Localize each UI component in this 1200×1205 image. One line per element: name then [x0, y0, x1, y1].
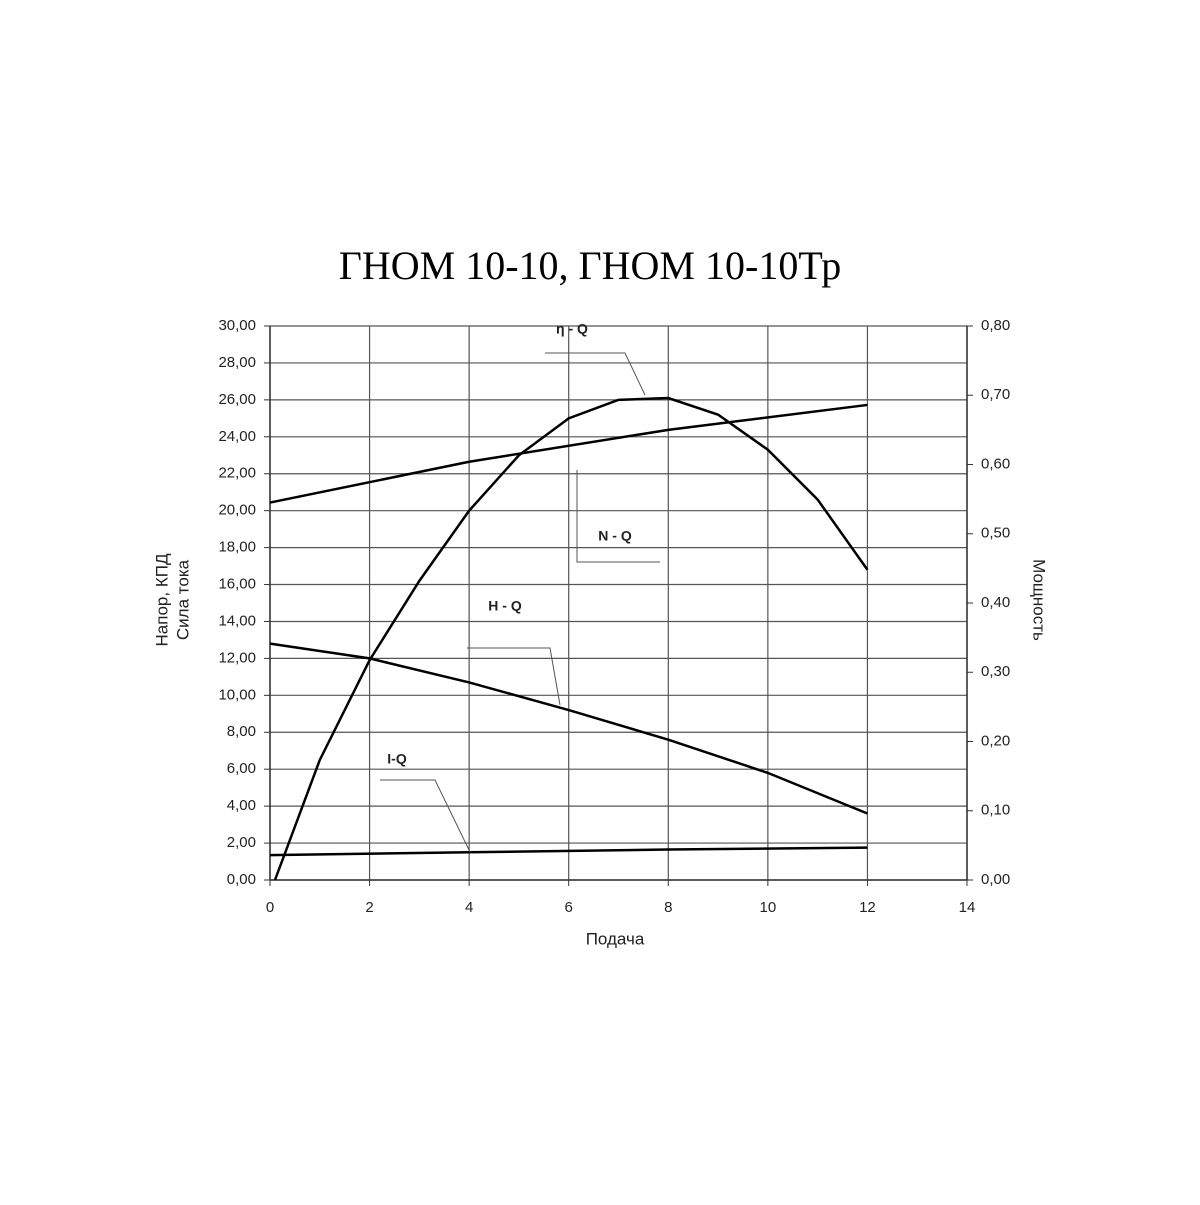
y2-axis-label: Мощность — [1030, 559, 1049, 641]
y2-tick-label: 0,70 — [981, 386, 1010, 403]
series-label: I-Q — [387, 751, 407, 767]
y-tick-label: 28,00 — [218, 354, 256, 371]
y-tick-label: 6,00 — [227, 760, 256, 777]
x-tick-label: 6 — [565, 899, 573, 916]
y-tick-label: 12,00 — [218, 649, 256, 666]
y-tick-label: 18,00 — [218, 539, 256, 556]
y-tick-label: 26,00 — [218, 391, 256, 408]
series-label: η - Q — [556, 321, 588, 337]
y2-tick-label: 0,80 — [981, 317, 1010, 334]
x-tick-label: 10 — [760, 899, 777, 916]
x-tick-label: 2 — [365, 899, 373, 916]
x-tick-label: 8 — [664, 899, 672, 916]
y-tick-label: 8,00 — [227, 723, 256, 740]
leader-line — [380, 779, 471, 853]
y2-tick-label: 0,50 — [981, 525, 1010, 542]
x-axis-label: Подача — [586, 929, 645, 948]
y-tick-label: 4,00 — [227, 797, 256, 814]
leader-line — [467, 647, 561, 706]
y2-tick-label: 0,60 — [981, 455, 1010, 472]
leader-line — [545, 352, 646, 396]
y-axis-label: Сила тока — [173, 559, 192, 640]
series-line — [269, 846, 868, 857]
x-tick-label: 14 — [959, 899, 976, 916]
y-tick-label: 20,00 — [218, 502, 256, 519]
y2-tick-label: 0,10 — [981, 802, 1010, 819]
y-tick-label: 0,00 — [227, 871, 256, 888]
series-line — [273, 396, 869, 881]
y-tick-label: 14,00 — [218, 612, 256, 629]
y-tick-label: 2,00 — [227, 834, 256, 851]
x-tick-label: 0 — [266, 899, 274, 916]
y2-tick-label: 0,40 — [981, 594, 1010, 611]
series-label: N - Q — [598, 528, 632, 544]
y2-tick-label: 0,20 — [981, 732, 1010, 749]
y-tick-label: 24,00 — [218, 428, 256, 445]
series-line — [269, 642, 868, 815]
x-tick-label: 12 — [859, 899, 876, 916]
y2-tick-label: 0,30 — [981, 663, 1010, 680]
y-tick-label: 30,00 — [218, 317, 256, 334]
y-tick-label: 10,00 — [218, 686, 256, 703]
series-line — [269, 403, 868, 504]
series-label: H - Q — [488, 598, 522, 614]
y2-tick-label: 0,00 — [981, 871, 1010, 888]
y-tick-label: 22,00 — [218, 465, 256, 482]
leader-line — [576, 470, 660, 563]
y-axis-label: Напор, КПД — [152, 553, 171, 646]
y-tick-label: 16,00 — [218, 576, 256, 593]
chart-title: ГНОМ 10-10, ГНОМ 10-10Тр — [339, 243, 841, 288]
x-tick-label: 4 — [465, 899, 473, 916]
